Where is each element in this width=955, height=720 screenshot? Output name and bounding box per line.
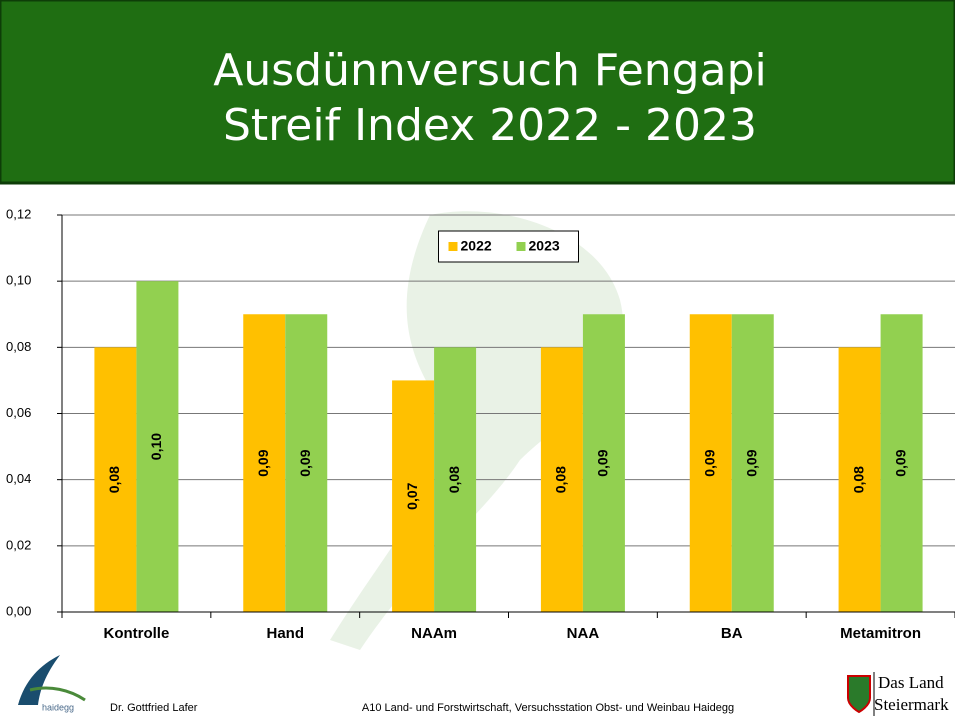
legend-box xyxy=(438,230,579,263)
data-label: 0,10 xyxy=(148,433,164,460)
legend-swatch xyxy=(516,242,526,251)
y-tick-label: 0,00 xyxy=(6,603,31,618)
logo-leaf xyxy=(18,655,60,705)
data-label: 0,09 xyxy=(701,449,717,476)
x-tick-label: NAA xyxy=(567,625,600,642)
bar xyxy=(880,314,923,612)
data-label: 0,08 xyxy=(446,466,462,493)
legend-label: 2022 xyxy=(461,238,492,254)
x-tick-label: NAAm xyxy=(411,625,457,642)
y-tick-label: 0,10 xyxy=(6,273,31,288)
data-label: 0,08 xyxy=(106,466,122,493)
data-label: 0,07 xyxy=(404,482,420,509)
legend-label: 2023 xyxy=(529,238,560,254)
logo-swoosh xyxy=(29,686,86,702)
y-tick-label: 0,12 xyxy=(6,206,31,221)
header-band xyxy=(0,0,955,185)
footer-author: Dr. Gottfried Lafer xyxy=(110,702,198,714)
bar xyxy=(136,281,179,612)
y-tick-label: 0,08 xyxy=(6,339,31,354)
data-label: 0,08 xyxy=(850,466,866,493)
footer-institution: A10 Land- und Forstwirtschaft, Versuchss… xyxy=(362,702,734,714)
data-label: 0,09 xyxy=(743,449,759,476)
data-label: 0,09 xyxy=(892,449,908,476)
y-tick-label: 0,04 xyxy=(6,471,31,486)
title-line: Streif Index 2022 - 2023 xyxy=(223,100,757,151)
data-label: 0,09 xyxy=(255,449,271,476)
title-line: Ausdünnversuch Fengapi xyxy=(213,45,766,96)
data-label: 0,09 xyxy=(297,449,313,476)
legend-swatch xyxy=(448,242,458,251)
logo-right-text: Das Land xyxy=(878,673,944,692)
x-tick-label: Metamitron xyxy=(840,625,921,642)
data-label: 0,09 xyxy=(595,449,611,476)
bar xyxy=(285,314,328,612)
legend: 2022 2023 xyxy=(438,230,579,263)
bar xyxy=(731,314,774,612)
chart: 0,00 0,02 0,04 0,06 0,08 0,10 0,12 Kontrolle 0,0… xyxy=(6,206,955,642)
bar xyxy=(392,380,435,612)
logo-right-text: Steiermark xyxy=(874,695,949,714)
y-tick-label: 0,02 xyxy=(6,537,31,552)
bar xyxy=(540,347,583,612)
data-label: 0,08 xyxy=(553,466,569,493)
y-tick-label: 0,06 xyxy=(6,405,31,420)
crest xyxy=(847,675,871,714)
x-tick-label: Kontrolle xyxy=(103,625,169,642)
x-tick-label: Hand xyxy=(267,625,305,642)
bar xyxy=(434,347,477,612)
x-tick-label: BA xyxy=(721,625,743,642)
bar xyxy=(838,347,881,612)
bar xyxy=(582,314,625,612)
bar xyxy=(243,314,286,612)
bar xyxy=(94,347,137,612)
logo-left-text: haidegg xyxy=(42,702,74,712)
bar xyxy=(689,314,732,612)
